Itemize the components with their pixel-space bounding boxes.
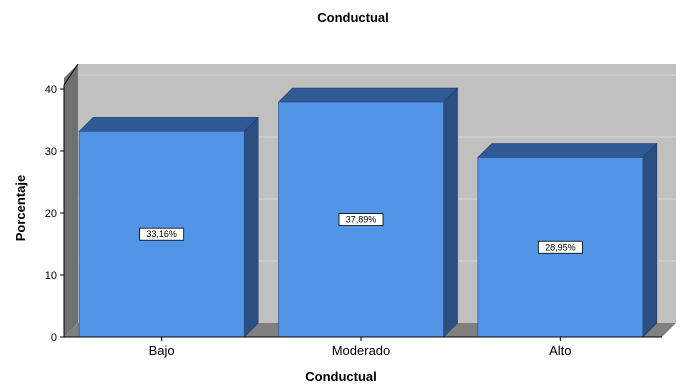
y-tick-label: 0	[51, 332, 57, 344]
y-axis-title: Porcentaje	[13, 175, 28, 241]
x-tick-label: Moderado	[332, 343, 391, 358]
bar-top	[78, 117, 259, 132]
side-wall	[64, 64, 78, 337]
x-tick-label: Alto	[549, 343, 571, 358]
bar-side	[443, 87, 458, 338]
y-tick-label: 10	[45, 270, 57, 282]
bar	[78, 116, 259, 338]
bar-side	[243, 116, 259, 338]
data-label: 33,16%	[139, 227, 185, 241]
data-label-text: 33,16%	[146, 229, 177, 239]
bar	[277, 87, 459, 338]
data-label-text: 37,89%	[346, 215, 377, 225]
bars	[78, 87, 658, 338]
data-label-box	[338, 213, 384, 226]
x-axis-title: Conductual	[305, 369, 377, 384]
data-label-text: 28,95%	[545, 242, 576, 252]
chart-title: Conductual	[317, 10, 389, 25]
x-axis-ticks: Bajo Moderado Alto	[64, 336, 662, 358]
bar	[477, 142, 658, 338]
x-tick-label: Bajo	[149, 343, 175, 358]
data-label-box	[537, 240, 583, 254]
y-tick-label: 20	[45, 208, 57, 220]
y-tick-label: 40	[45, 84, 57, 96]
bar-side	[642, 142, 658, 338]
y-axis: 0 10 20 30 40	[45, 63, 79, 344]
y-tick-label: 30	[45, 146, 57, 158]
data-label: 28,95%	[537, 240, 583, 254]
bar-top	[277, 87, 459, 103]
data-labels: 33,16% 37,89% 28,95%	[139, 213, 583, 254]
bar-top	[477, 143, 658, 158]
data-label: 37,89%	[338, 213, 384, 226]
data-label-box	[139, 227, 185, 241]
top-edge	[63, 63, 79, 86]
